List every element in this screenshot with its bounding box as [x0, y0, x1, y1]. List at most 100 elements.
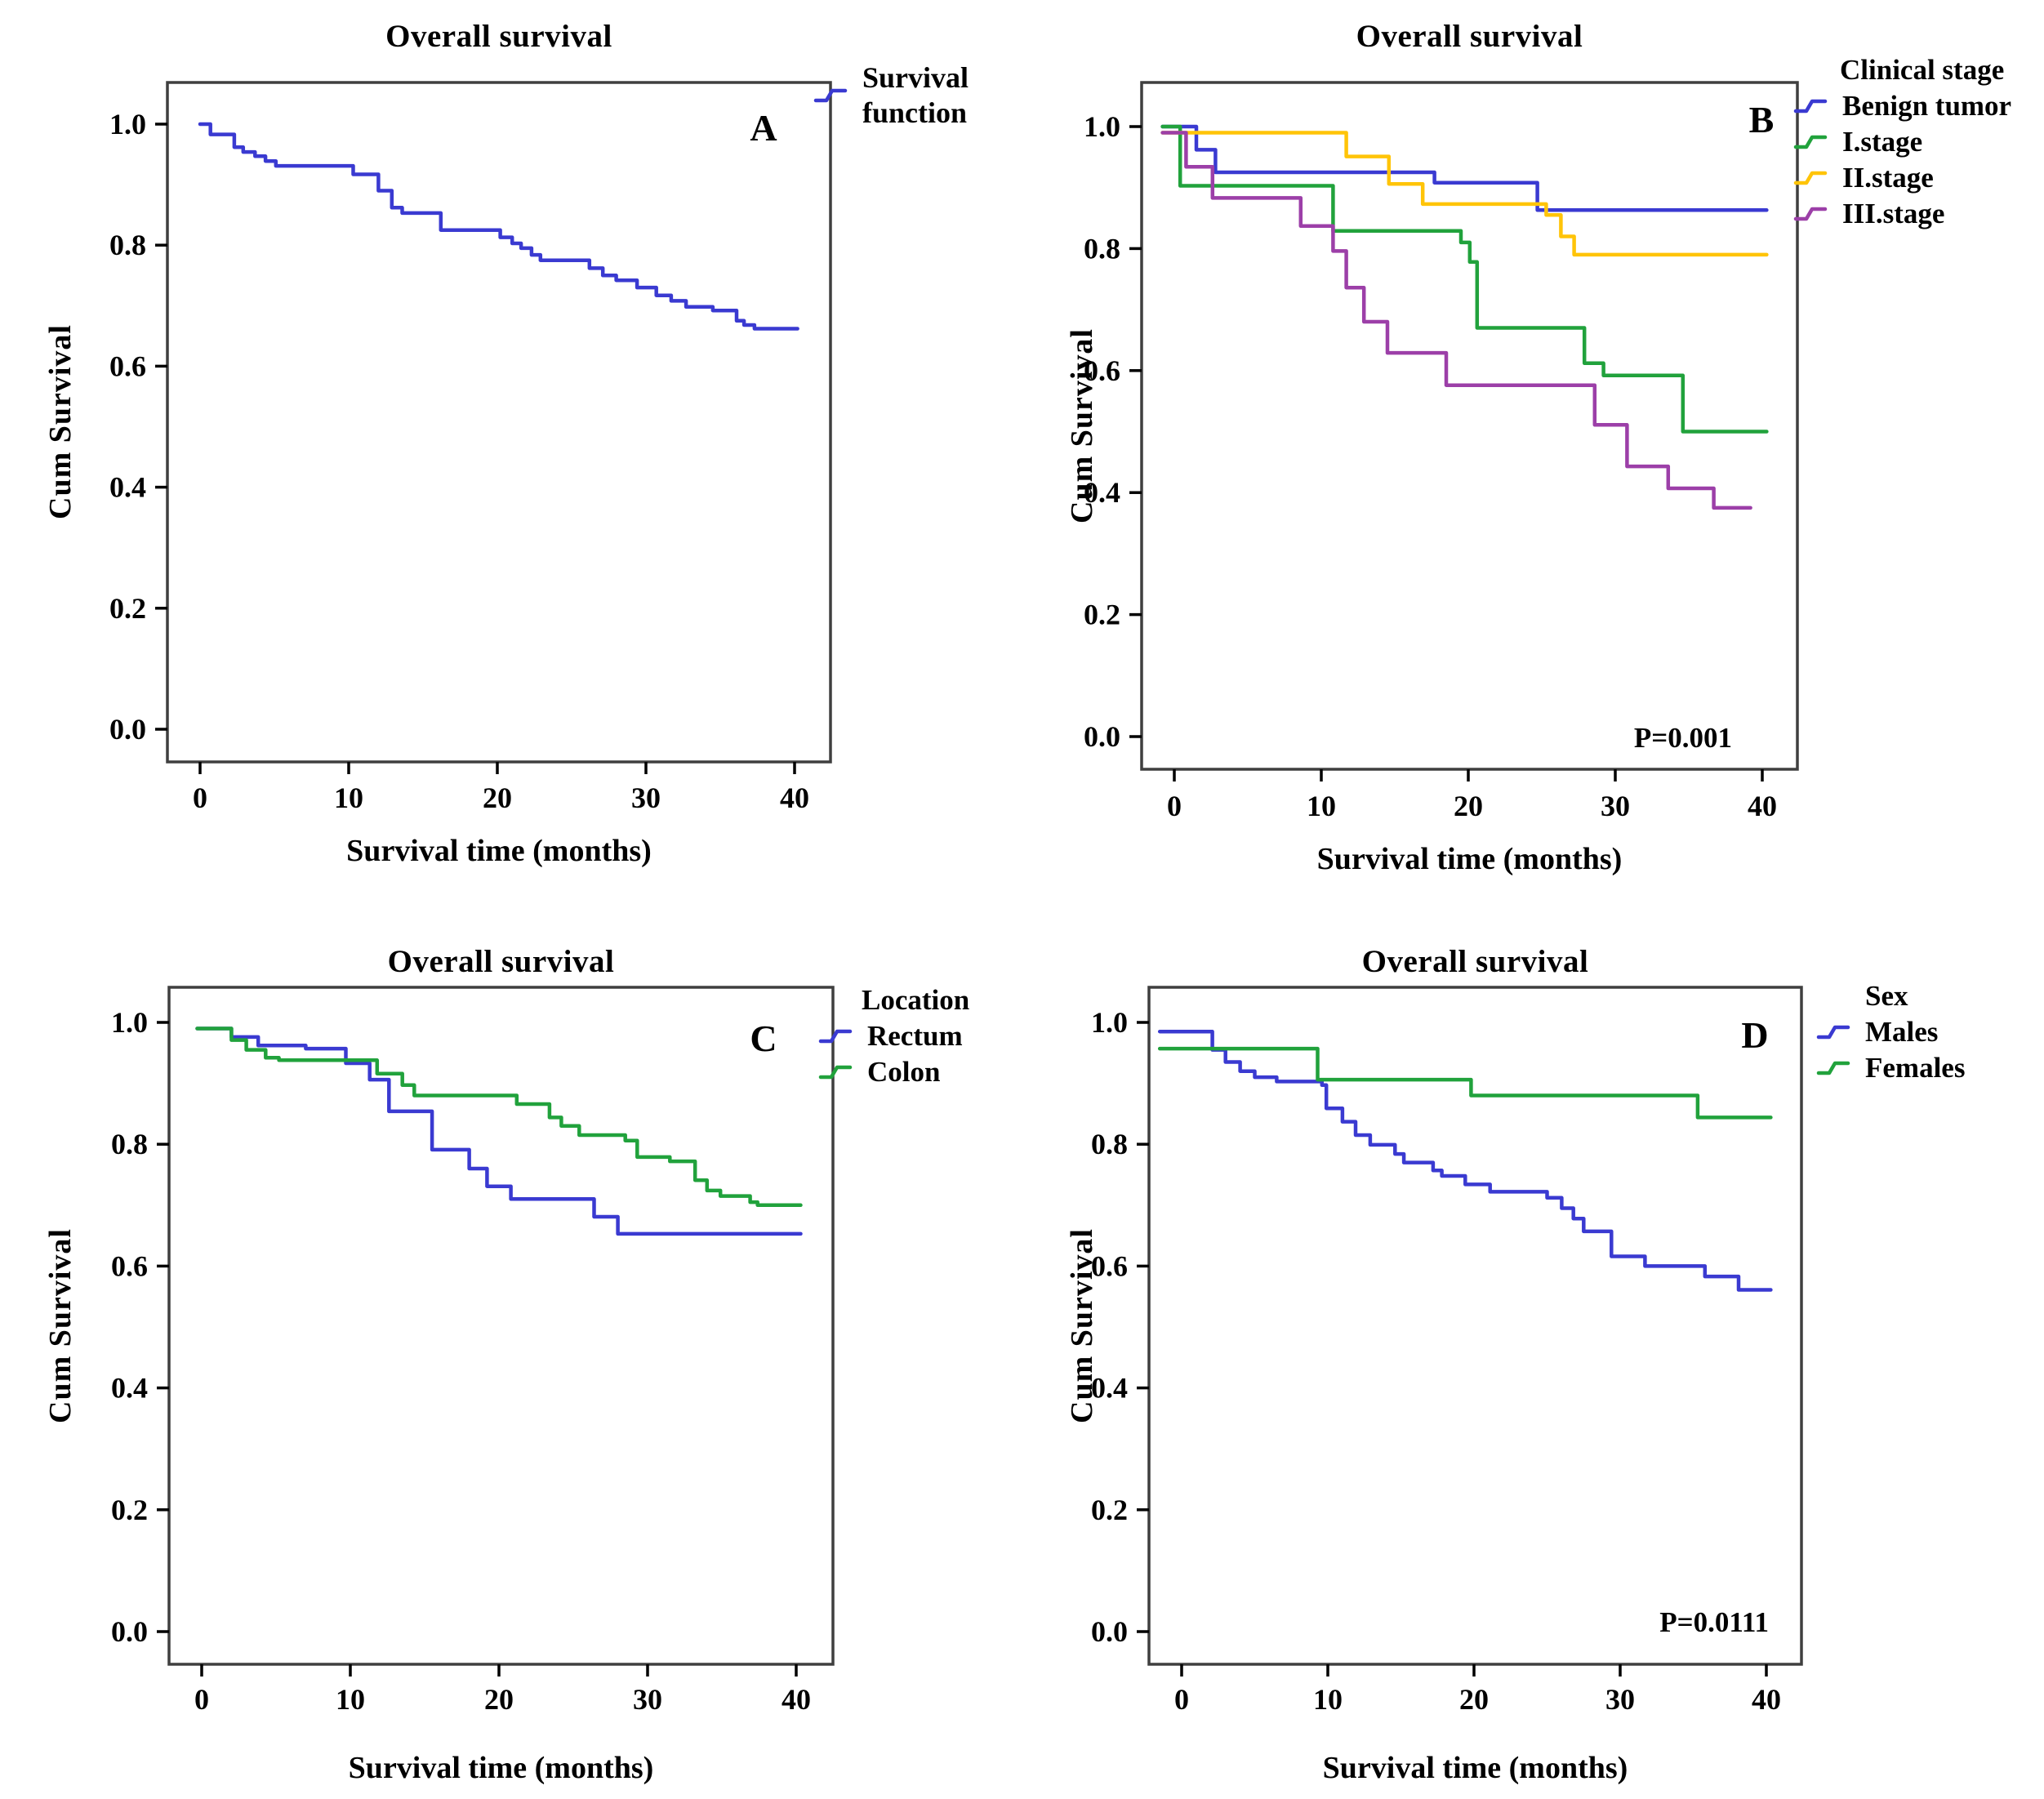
- plot-border: [167, 986, 835, 1666]
- y-tick-label: 0.2: [109, 592, 146, 625]
- x-tick-label: 0: [193, 781, 207, 814]
- x-tick-label: 10: [334, 781, 363, 814]
- x-tick-label: 40: [782, 1683, 811, 1716]
- x-tick-label: 20: [484, 1683, 514, 1716]
- ii-stage-line-icon: [1793, 171, 1828, 185]
- panel-b-p-value: P=0.001: [1633, 722, 1732, 754]
- legend-label: II.stage: [1842, 162, 1934, 194]
- panel-d-legend-title: Sex: [1865, 980, 1908, 1012]
- panel-d-legend-entries: Males Females: [1816, 1014, 1965, 1086]
- y-tick-label: 0.4: [109, 471, 146, 504]
- km-curve-survival-function: [198, 122, 799, 331]
- panel-c-legend-title: Location: [862, 984, 970, 1016]
- km-curve-ii-stage: [1160, 131, 1769, 257]
- y-tick-label: 0.4: [111, 1372, 148, 1405]
- y-tick-label: 1.0: [1084, 110, 1120, 143]
- km-curve-iii-stage: [1160, 131, 1752, 510]
- y-tick-label: 0.8: [109, 229, 146, 261]
- plot-border: [1147, 986, 1803, 1666]
- panel-c-km-plot: 1.0 0.8 0.6 0.4 0.2 0.0 0 10 20 30 40: [111, 986, 835, 1716]
- km-curve-rectum: [195, 1026, 803, 1236]
- panel-b-letter: B: [1748, 99, 1775, 140]
- benign-tumor-line-icon: [1793, 99, 1828, 114]
- panel-c-x-axis-label: Survival time (months): [348, 1751, 654, 1785]
- y-tick-label: 0.6: [111, 1249, 148, 1282]
- y-tick-label: 0.2: [111, 1494, 148, 1526]
- legend-label: Females: [1865, 1052, 1966, 1084]
- panel-b-title: Overall survival: [1356, 19, 1583, 54]
- legend-label: Males: [1865, 1016, 1939, 1048]
- iii-stage-line-icon: [1793, 207, 1828, 221]
- panel-a-x-axis-label: Survival time (months): [346, 834, 652, 868]
- x-tick-label: 40: [1748, 790, 1777, 822]
- km-curve-females: [1157, 1046, 1773, 1120]
- legend-entry-males: Males: [1816, 1014, 1965, 1050]
- panel-b-legend-entries: Benign tumor I.stage II.stage III.stage: [1793, 88, 2011, 232]
- panel-c-legend-entries: Rectum Colon: [818, 1018, 969, 1090]
- km-curve-i-stage: [1160, 124, 1769, 434]
- legend-entry-benign-tumor: Benign tumor: [1793, 88, 2011, 124]
- panel-c: Overall survival Cum Survival 1.0 0.8 0.6 0…: [33, 906, 1054, 1799]
- legend-label: Colon: [867, 1056, 941, 1088]
- y-tick-label: 0.8: [1084, 232, 1120, 265]
- i-stage-line-icon: [1793, 135, 1828, 149]
- panel-b-x-axis-label: Survival time (months): [1316, 842, 1623, 876]
- panel-b: Overall survival Cum Survival 1.0 0.8 0.6 0…: [1054, 13, 2044, 906]
- y-tick-label: 0.6: [109, 350, 146, 382]
- x-tick-label: 20: [483, 781, 512, 814]
- females-line-icon: [1816, 1061, 1850, 1075]
- km-curve-males: [1157, 1029, 1773, 1292]
- legend-entry-i-stage: I.stage: [1793, 124, 2011, 160]
- panel-d-x-axis-label: Survival time (months): [1322, 1751, 1628, 1785]
- y-tick-label: 0.0: [1084, 720, 1120, 753]
- km-curve-colon: [195, 1026, 803, 1208]
- panel-d-p-value: P=0.0111: [1659, 1606, 1769, 1638]
- x-tick-label: 30: [633, 1683, 662, 1716]
- panel-d-letter: D: [1741, 1014, 1769, 1056]
- y-tick-label: 0.2: [1091, 1494, 1128, 1526]
- legend-label: Survival function: [862, 61, 969, 129]
- legend-entry-colon: Colon: [818, 1054, 969, 1090]
- colon-line-icon: [818, 1065, 853, 1080]
- x-tick-label: 0: [1167, 790, 1182, 822]
- x-tick-label: 20: [1454, 790, 1483, 822]
- axes: 1.0 0.8 0.6 0.4 0.2 0.0 0 10 20 30 40: [1084, 110, 1777, 822]
- legend-entry-survival-function: Survival function: [813, 60, 1013, 131]
- km-curve-benign-tumor: [1160, 124, 1769, 212]
- legend-entry-iii-stage: III.stage: [1793, 196, 2011, 232]
- y-tick-label: 1.0: [109, 108, 146, 140]
- y-tick-label: 0.0: [109, 713, 146, 746]
- y-tick-label: 0.2: [1084, 599, 1120, 631]
- panel-a-km-plot: 1.0 0.8 0.6 0.4 0.2 0.0 0 10 20 30 40: [109, 81, 832, 814]
- panel-a-legend-entries: Survival function: [813, 60, 1013, 131]
- panel-a: Overall survival Cum Survival 1.0 0.8 0.6 0…: [33, 13, 1054, 906]
- x-tick-label: 30: [1601, 790, 1630, 822]
- axes: 1.0 0.8 0.6 0.4 0.2 0.0 0 10 20 30 40: [1091, 1006, 1781, 1716]
- panel-b-km-plot: 1.0 0.8 0.6 0.4 0.2 0.0 0 10 20 30 40: [1084, 81, 1799, 822]
- y-tick-label: 0.6: [1084, 354, 1120, 387]
- x-tick-label: 40: [1752, 1683, 1781, 1716]
- x-tick-label: 0: [194, 1683, 209, 1716]
- y-tick-label: 0.6: [1091, 1249, 1128, 1282]
- panel-a-legend: Survival function: [813, 60, 1013, 131]
- y-tick-label: 0.4: [1091, 1372, 1128, 1405]
- legend-label: Benign tumor: [1842, 90, 2012, 122]
- y-tick-label: 0.8: [111, 1128, 148, 1160]
- legend-entry-females: Females: [1816, 1050, 1965, 1086]
- plot-border: [166, 81, 832, 764]
- panel-d-title: Overall survival: [1361, 944, 1589, 979]
- legend-label: I.stage: [1842, 126, 1923, 158]
- y-tick-label: 0.0: [1091, 1615, 1128, 1648]
- panel-c-title: Overall survival: [387, 944, 615, 979]
- x-tick-label: 20: [1459, 1683, 1489, 1716]
- axes: 1.0 0.8 0.6 0.4 0.2 0.0 0 10 20 30 40: [111, 1006, 811, 1716]
- y-tick-label: 1.0: [1091, 1006, 1128, 1039]
- survival-function-line-icon: [813, 88, 848, 103]
- panel-c-legend: Location Rectum Colon: [818, 982, 969, 1090]
- x-tick-label: 10: [336, 1683, 365, 1716]
- y-tick-label: 0.4: [1084, 476, 1120, 509]
- panel-b-legend: Clinical stage Benign tumor I.stage II.sta…: [1793, 52, 2011, 232]
- panel-c-letter: C: [750, 1018, 777, 1059]
- legend-entry-ii-stage: II.stage: [1793, 160, 2011, 196]
- x-tick-label: 0: [1174, 1683, 1189, 1716]
